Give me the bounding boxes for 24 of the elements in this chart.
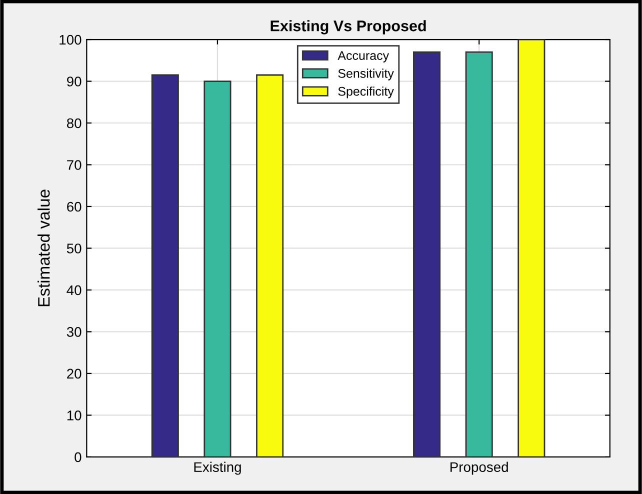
y-tick-label: 0 <box>74 452 82 462</box>
bar <box>465 51 493 457</box>
y-tick-label: 50 <box>66 244 82 254</box>
y-tick-label: 100 <box>60 34 82 45</box>
y-tick-label: 60 <box>67 202 82 212</box>
y-tick-label: 10 <box>67 410 82 420</box>
x-tick-label: Proposed <box>450 462 508 475</box>
legend-label: Accuracy <box>338 51 390 62</box>
y-tick-label: 40 <box>66 285 82 296</box>
y-axis-title: Estimated value <box>38 190 50 306</box>
y-tick-label: 20 <box>67 368 82 379</box>
y-tick-label: 90 <box>67 76 82 86</box>
legend-label: Sensitivity <box>338 68 394 80</box>
chart-title: Existing Vs Proposed <box>270 20 426 34</box>
bar <box>518 40 546 457</box>
bar <box>204 80 232 457</box>
y-tick-label: 30 <box>66 327 82 337</box>
y-tick-label: 80 <box>66 118 82 128</box>
bar <box>151 74 179 457</box>
legend-label: Specificity <box>338 86 394 98</box>
bar <box>256 74 284 457</box>
bar <box>412 51 441 457</box>
x-tick-label: Existing <box>194 462 241 475</box>
y-tick-label: 70 <box>67 160 82 170</box>
